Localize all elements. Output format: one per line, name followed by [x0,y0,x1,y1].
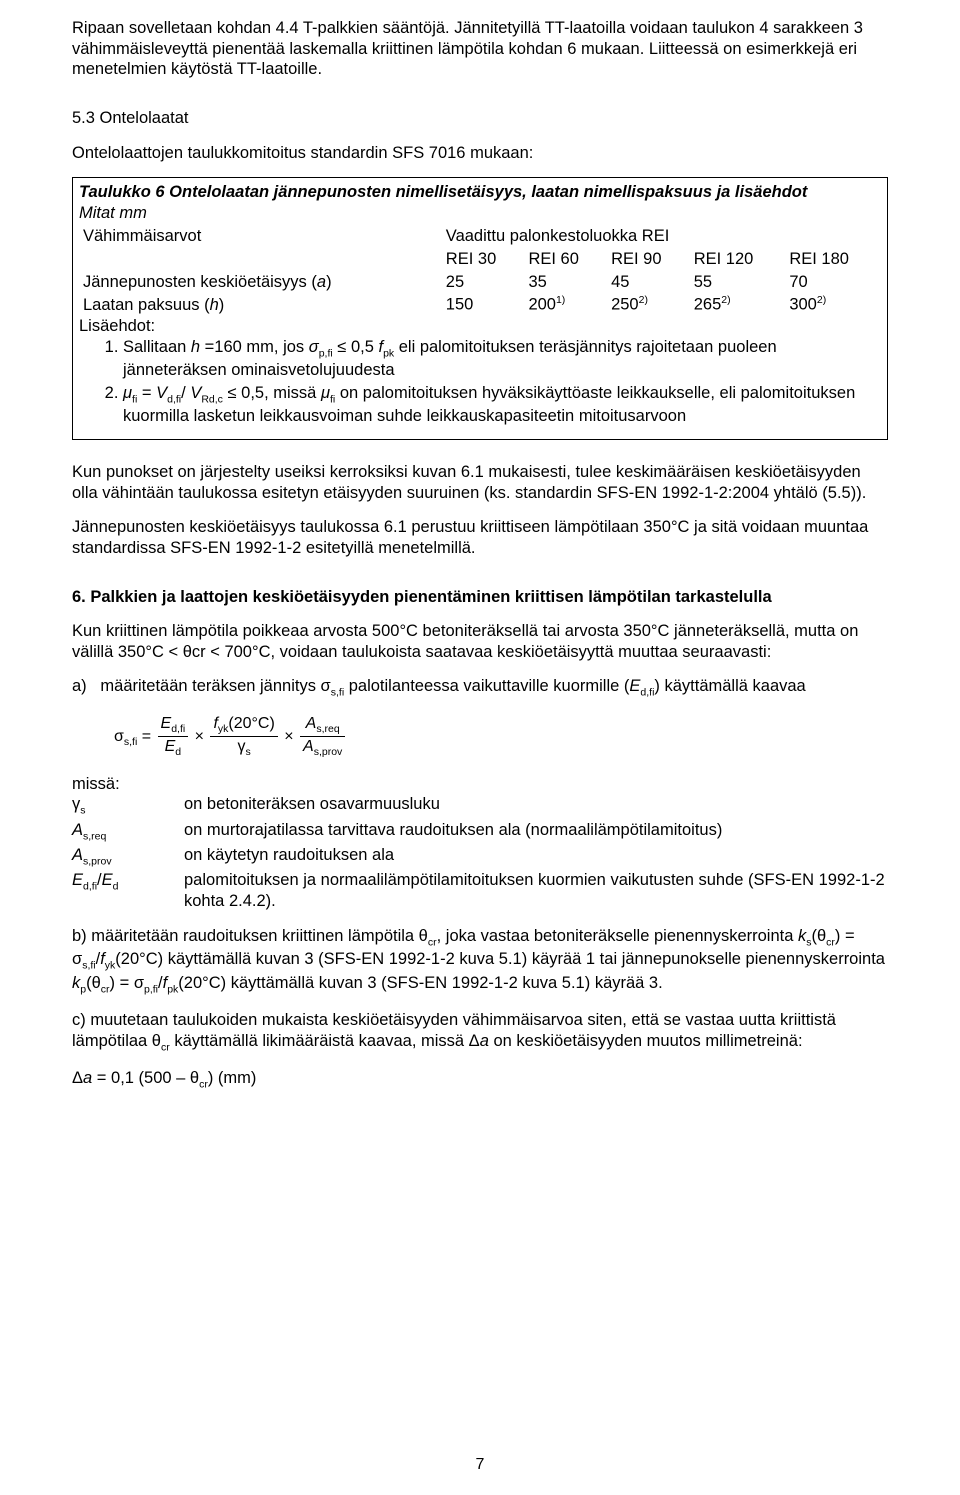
cond-1: Sallitaan h =160 mm, jos σp,fi ≤ 0,5 fpk… [123,337,881,381]
item-b: b) määritetään raudoituksen kriittinen l… [72,926,888,996]
def-k3: As,prov [72,845,160,868]
table-6-wrap: Taulukko 6 Ontelolaatan jännepunosten ni… [72,177,888,440]
hdr-4: REI 180 [785,248,881,271]
row-req-label: Vaadittu palonkestoluokka REI [442,225,881,248]
r1-4: 70 [785,271,881,294]
hdr-0: REI 30 [442,248,525,271]
table-6-subtitle: Mitat mm [79,204,147,222]
intro-paragraph: Ripaan sovelletaan kohdan 4.4 T-palkkien… [72,18,888,80]
r1-1: 35 [524,271,607,294]
cond-label: Lisäehdot: [79,316,881,337]
r1-2: 45 [607,271,690,294]
table-6-title: Taulukko 6 Ontelolaatan jännepunosten ni… [79,183,807,201]
def-v3: on käytetyn raudoituksen ala [184,845,888,868]
heading-6: 6. Palkkien ja laattojen keskiöetäisyyde… [72,587,888,608]
cond-2: μfi = Vd,fi/ VRd,c ≤ 0,5, missä μfi on p… [123,383,881,427]
r1-label: Jännepunosten keskiöetäisyys (a) [79,271,442,294]
delta-a-formula: Δa = 0,1 (500 – θcr) (mm) [72,1068,888,1091]
definitions: γs on betoniteräksen osavarmuusluku As,r… [72,794,888,912]
heading-5-3: 5.3 Ontelolaatat [72,108,888,129]
r2-3: 2652) [690,293,786,316]
p-ontelo-intro: Ontelolaattojen taulukkomitoitus standar… [72,143,888,164]
item-a: a) määritetään teräksen jännitys σs,fi p… [72,676,888,699]
def-v1: on betoniteräksen osavarmuusluku [184,794,888,817]
def-k1: γs [72,794,160,817]
p-kriittinen: Kun kriittinen lämpötila poikkeaa arvost… [72,621,888,662]
hdr-1: REI 60 [524,248,607,271]
r2-0: 150 [442,293,525,316]
page-number: 7 [0,1455,960,1475]
def-v2: on murtorajatilassa tarvittava raudoituk… [184,820,888,843]
formula-sigma: σs,fi = Ed,fiEd × fyk(20°C)γs × As,reqAs… [114,714,888,760]
r2-2: 2502) [607,293,690,316]
item-c: c) muutetaan taulukoiden mukaista keskiö… [72,1010,888,1054]
def-k2: As,req [72,820,160,843]
r1-3: 55 [690,271,786,294]
def-v4: palomitoituksen ja normaalilämpötilamito… [184,870,888,911]
hdr-3: REI 120 [690,248,786,271]
p-kun-punokset: Kun punokset on järjestelty useiksi kerr… [72,462,888,503]
missa-label: missä: [72,774,888,795]
r2-1: 2001) [524,293,607,316]
r1-0: 25 [442,271,525,294]
r2-label: Laatan paksuus (h) [79,293,442,316]
r2-4: 3002) [785,293,881,316]
p-jannepunosten: Jännepunosten keskiöetäisyys taulukossa … [72,517,888,558]
hdr-2: REI 90 [607,248,690,271]
table-6: Vähimmäisarvot Vaadittu palonkestoluokka… [79,225,881,316]
row-min-label: Vähimmäisarvot [79,225,442,248]
def-k4: Ed,fi/Ed [72,870,160,911]
